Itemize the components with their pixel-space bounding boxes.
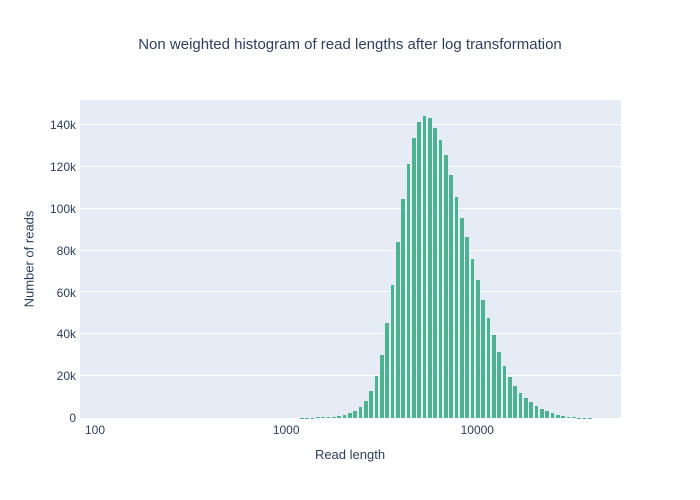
histogram-bar[interactable] <box>337 415 341 418</box>
y-tick-label: 40k <box>56 327 76 342</box>
histogram-bar[interactable] <box>508 377 512 418</box>
histogram-bar[interactable] <box>502 366 507 418</box>
histogram-bar[interactable] <box>401 198 405 418</box>
histogram-bar[interactable] <box>422 115 427 418</box>
y-tick-label: 80k <box>56 243 76 258</box>
y-axis-title: Number of reads <box>21 210 37 308</box>
histogram-bar[interactable] <box>321 417 325 418</box>
histogram-bar[interactable] <box>348 413 352 418</box>
y-gridline <box>80 333 621 335</box>
histogram-bar[interactable] <box>396 242 400 418</box>
y-tick-label: 20k <box>56 369 76 384</box>
histogram-bar[interactable] <box>534 405 539 418</box>
histogram-bar[interactable] <box>540 408 544 418</box>
histogram-bar[interactable] <box>529 402 533 418</box>
x-tick-label: 10000 <box>460 423 494 437</box>
histogram-bar[interactable] <box>342 414 347 418</box>
histogram-bar[interactable] <box>460 218 464 418</box>
y-tick-label: 0 <box>69 411 76 425</box>
histogram-bar[interactable] <box>390 285 395 418</box>
histogram-bar[interactable] <box>454 196 459 418</box>
histogram-bar[interactable] <box>566 416 571 418</box>
y-gridline <box>80 207 621 209</box>
y-tick-label: 140k <box>49 118 76 133</box>
histogram-bar[interactable] <box>364 401 368 418</box>
histogram-bar[interactable] <box>481 300 485 418</box>
histogram-bar[interactable] <box>385 323 390 418</box>
histogram-bar[interactable] <box>572 417 576 418</box>
histogram-bar[interactable] <box>353 410 357 418</box>
histogram-bar[interactable] <box>492 334 496 418</box>
histogram-bar[interactable] <box>369 391 373 418</box>
histogram-bar[interactable] <box>326 416 331 418</box>
histogram-bar[interactable] <box>476 280 480 418</box>
histogram-bar[interactable] <box>561 415 565 418</box>
histogram-bar[interactable] <box>497 351 501 418</box>
histogram-bar[interactable] <box>412 137 416 418</box>
histogram-bar[interactable] <box>433 127 437 418</box>
histogram-bar[interactable] <box>524 397 528 418</box>
histogram-bar[interactable] <box>518 392 523 418</box>
histogram-bar[interactable] <box>449 175 454 418</box>
x-axis-title: Read length <box>314 447 386 462</box>
y-tick-label: 100k <box>49 201 76 216</box>
y-gridline <box>80 165 621 167</box>
histogram-bar[interactable] <box>374 375 379 418</box>
histogram-bar[interactable] <box>470 259 475 418</box>
plot-area[interactable] <box>80 100 621 418</box>
histogram-bar[interactable] <box>438 140 443 418</box>
y-gridline <box>80 124 621 126</box>
histogram-bar[interactable] <box>513 385 517 418</box>
y-gridline <box>80 249 621 251</box>
histogram-bar[interactable] <box>556 414 560 418</box>
histogram-bar[interactable] <box>380 355 384 418</box>
y-tick-label: 120k <box>49 159 76 174</box>
histogram-bar[interactable] <box>332 416 336 418</box>
histogram-bar[interactable] <box>486 318 491 418</box>
histogram-bar[interactable] <box>428 118 432 418</box>
x-tick-label: 1000 <box>272 423 300 437</box>
histogram-bar[interactable] <box>465 236 469 418</box>
histogram-bar[interactable] <box>444 155 448 418</box>
y-gridline <box>80 375 621 377</box>
histogram-bar[interactable] <box>545 411 549 418</box>
histogram-bar[interactable] <box>417 122 421 418</box>
y-gridline <box>80 291 621 293</box>
chart-title: Non weighted histogram of read lengths a… <box>138 36 562 53</box>
histogram-bar[interactable] <box>358 407 363 418</box>
histogram-bar[interactable] <box>316 417 320 418</box>
x-tick-label: 100 <box>84 423 106 437</box>
histogram-bar[interactable] <box>406 164 411 418</box>
y-tick-label: 60k <box>56 285 76 300</box>
histogram-bar[interactable] <box>550 413 555 418</box>
